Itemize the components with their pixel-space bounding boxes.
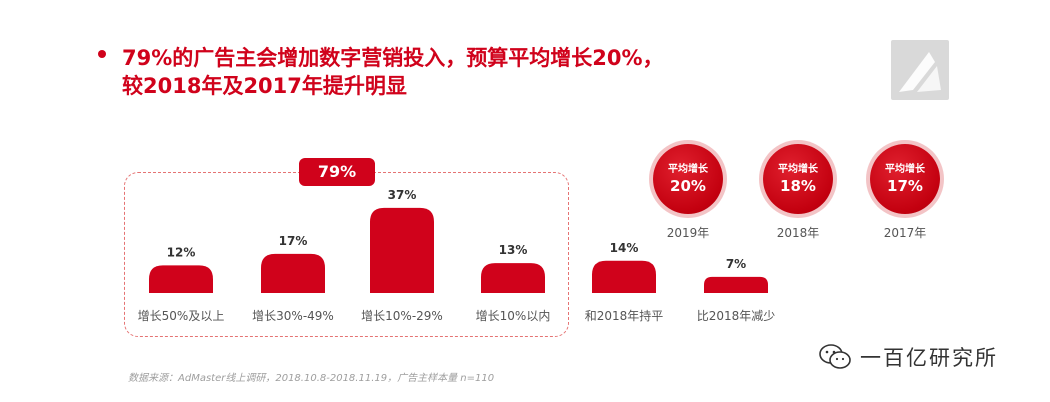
bar-category-label: 增长10%-29% — [361, 309, 443, 323]
data-source-note: 数据来源：AdMaster线上调研，2018.10.8-2018.11.19，广… — [128, 373, 495, 384]
bar — [704, 276, 768, 293]
avg-growth-year: 2018年 — [776, 226, 820, 240]
avg-growth-circle-2017: 平均增长 17% — [870, 144, 940, 214]
bar-category-label: 比2018年减少 — [697, 309, 776, 323]
triangle-logo-icon — [891, 40, 949, 100]
bar-value-label: 17% — [279, 234, 308, 248]
avg-growth-year: 2019年 — [666, 226, 710, 240]
bar — [481, 263, 545, 293]
avg-growth-value: 18% — [780, 177, 816, 195]
avg-growth-label: 平均增长 — [885, 164, 925, 175]
bar — [370, 207, 434, 293]
bar-category-label: 增长50%及以上 — [138, 309, 225, 323]
bar-category-label: 和2018年持平 — [585, 308, 664, 323]
bar-value-label: 37% — [388, 188, 417, 202]
avg-growth-circle-2018: 平均增长 18% — [763, 144, 833, 214]
bar — [149, 265, 213, 293]
bar — [261, 253, 325, 293]
headline-bullet — [98, 50, 106, 58]
avg-growth-label: 平均增长 — [668, 164, 708, 175]
avg-growth-value: 20% — [670, 177, 706, 195]
bar-category-label: 增长30%-49% — [252, 309, 334, 323]
avg-growth-year: 2017年 — [883, 226, 927, 240]
watermark: 一百亿研究所 — [818, 340, 998, 374]
bar-value-label: 7% — [726, 257, 746, 271]
watermark-text: 一百亿研究所 — [860, 346, 998, 370]
group-total-badge: 79% — [299, 158, 375, 186]
avg-growth-circle-2019: 平均增长 20% — [653, 144, 723, 214]
wechat-icon — [819, 344, 851, 369]
headline-line-1: 79%的广告主会增加数字营销投入，预算平均增长20%， — [122, 46, 664, 70]
bar-value-label: 14% — [610, 241, 639, 255]
bar-category-label: 增长10%以内 — [476, 309, 551, 323]
headline: 79%的广告主会增加数字营销投入，预算平均增长20%， 较2018年及2017年… — [122, 44, 664, 100]
headline-line-2: 较2018年及2017年提升明显 — [122, 74, 407, 98]
avg-growth-label: 平均增长 — [778, 164, 818, 175]
bar-value-label: 13% — [499, 243, 528, 257]
avg-growth-value: 17% — [887, 177, 923, 195]
bar — [592, 260, 656, 293]
bar-value-label: 12% — [167, 245, 196, 259]
